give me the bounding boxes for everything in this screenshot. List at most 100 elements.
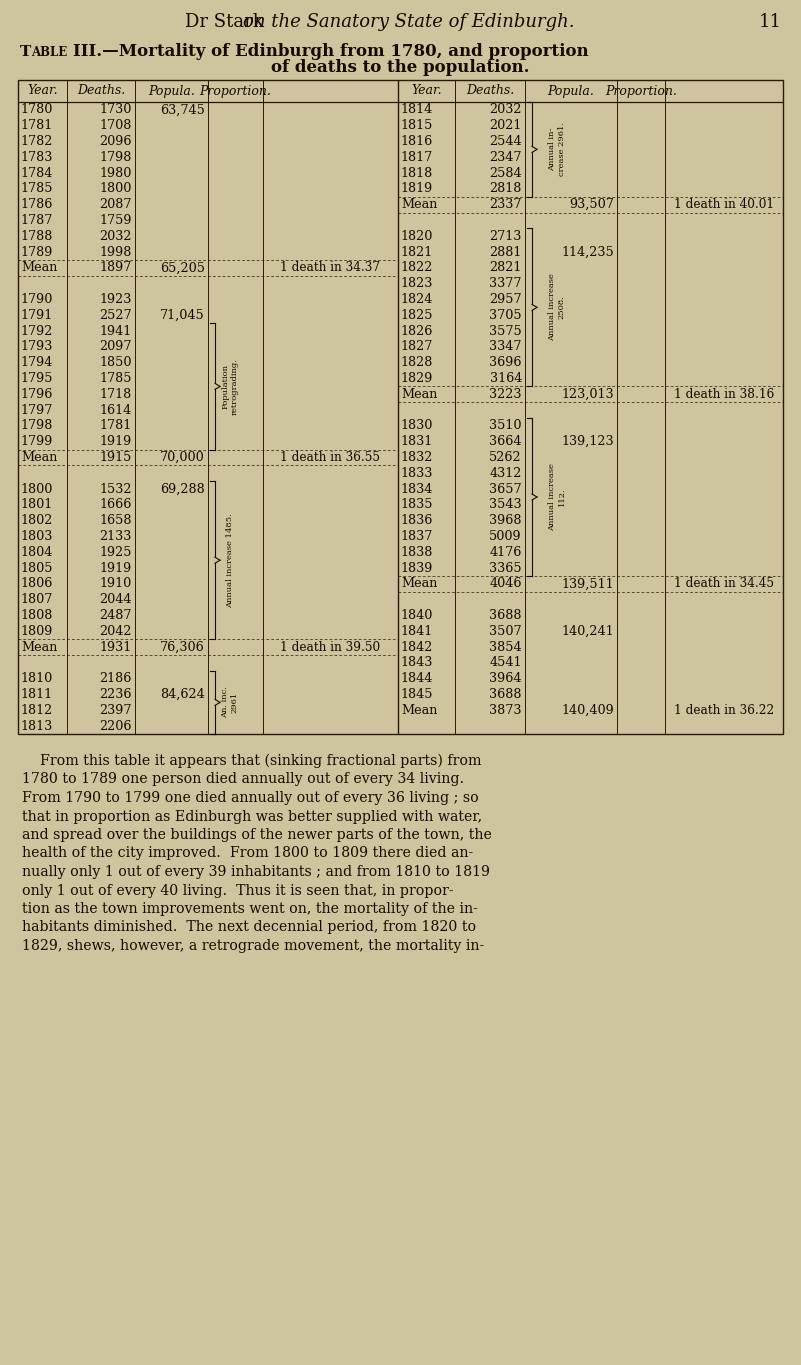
Text: 3575: 3575 (489, 325, 522, 337)
Text: 1838: 1838 (401, 546, 433, 558)
Text: 4176: 4176 (489, 546, 522, 558)
Text: 3510: 3510 (489, 419, 522, 433)
Text: 3543: 3543 (489, 498, 522, 512)
Text: 1814: 1814 (401, 104, 433, 116)
Text: 1798: 1798 (21, 419, 54, 433)
Text: on the Sanatory State of Edinburgh.: on the Sanatory State of Edinburgh. (243, 14, 574, 31)
Text: 1759: 1759 (99, 214, 132, 227)
Text: 2584: 2584 (489, 167, 522, 180)
Text: 1800: 1800 (99, 183, 132, 195)
Text: 1803: 1803 (21, 530, 54, 543)
Text: 2096: 2096 (99, 135, 132, 147)
Text: 1830: 1830 (401, 419, 433, 433)
Text: 1816: 1816 (401, 135, 433, 147)
Text: Mean: Mean (401, 704, 437, 717)
Text: Popula.: Popula. (148, 85, 195, 97)
Text: 2021: 2021 (489, 119, 522, 132)
Text: 1614: 1614 (100, 404, 132, 416)
Text: Annual increase
112.: Annual increase 112. (549, 463, 566, 531)
Text: 11: 11 (759, 14, 782, 31)
Text: tion as the town improvements went on, the mortality of the in-: tion as the town improvements went on, t… (22, 902, 478, 916)
Text: Proportion.: Proportion. (605, 85, 677, 97)
Text: 3657: 3657 (489, 483, 522, 495)
Text: 1812: 1812 (21, 704, 53, 717)
Text: 1829, shews, however, a retrograde movement, the mortality in-: 1829, shews, however, a retrograde movem… (22, 939, 485, 953)
Text: 3377: 3377 (489, 277, 522, 291)
Text: 2487: 2487 (99, 609, 132, 622)
Text: 2032: 2032 (99, 229, 132, 243)
Text: 3854: 3854 (489, 640, 522, 654)
Text: 1919: 1919 (100, 561, 132, 575)
Text: 1822: 1822 (401, 262, 433, 274)
Text: 3688: 3688 (489, 609, 522, 622)
Text: 1789: 1789 (21, 246, 54, 258)
Text: 1925: 1925 (99, 546, 132, 558)
Text: 3347: 3347 (489, 340, 522, 354)
Text: Annual increase 1485.: Annual increase 1485. (226, 513, 234, 607)
Text: 1718: 1718 (100, 388, 132, 401)
Text: 1811: 1811 (21, 688, 53, 702)
Text: 1831: 1831 (401, 435, 433, 448)
Text: 2713: 2713 (489, 229, 522, 243)
Text: 3365: 3365 (489, 561, 522, 575)
Text: 1832: 1832 (401, 450, 433, 464)
Text: 2186: 2186 (99, 672, 132, 685)
Text: An. inc.
2961: An. inc. 2961 (221, 687, 239, 718)
Text: 1809: 1809 (21, 625, 54, 637)
Text: 1910: 1910 (100, 577, 132, 591)
Text: 1805: 1805 (21, 561, 54, 575)
Text: 3705: 3705 (489, 308, 522, 322)
Text: 114,235: 114,235 (562, 246, 614, 258)
Text: 1804: 1804 (21, 546, 54, 558)
Text: 1835: 1835 (401, 498, 433, 512)
Text: 1666: 1666 (99, 498, 132, 512)
Text: Annual in-
crease 2961.: Annual in- crease 2961. (549, 123, 566, 176)
Text: 1980: 1980 (99, 167, 132, 180)
Text: 4312: 4312 (489, 467, 522, 480)
Text: 93,507: 93,507 (570, 198, 614, 212)
Text: 1795: 1795 (21, 373, 54, 385)
Text: 1793: 1793 (21, 340, 54, 354)
Text: 70,000: 70,000 (160, 450, 205, 464)
Text: 3688: 3688 (489, 688, 522, 702)
Text: 2821: 2821 (489, 262, 522, 274)
Text: 1819: 1819 (401, 183, 433, 195)
Text: From 1790 to 1799 one died annually out of every 36 living ; so: From 1790 to 1799 one died annually out … (22, 790, 479, 805)
Text: 1833: 1833 (401, 467, 433, 480)
Text: 1807: 1807 (21, 594, 54, 606)
Text: 1828: 1828 (401, 356, 433, 369)
Text: and spread over the buildings of the newer parts of the town, the: and spread over the buildings of the new… (22, 829, 492, 842)
Text: Mean: Mean (21, 262, 58, 274)
Text: 5009: 5009 (489, 530, 522, 543)
Text: 1810: 1810 (21, 672, 53, 685)
Text: nually only 1 out of every 39 inhabitants ; and from 1810 to 1819: nually only 1 out of every 39 inhabitant… (22, 865, 490, 879)
Text: 1840: 1840 (401, 609, 433, 622)
Text: 139,511: 139,511 (562, 577, 614, 591)
Text: 1786: 1786 (21, 198, 54, 212)
Text: 1919: 1919 (100, 435, 132, 448)
Text: 1730: 1730 (99, 104, 132, 116)
Text: 2957: 2957 (489, 293, 522, 306)
Text: Deaths.: Deaths. (77, 85, 125, 97)
Text: 3223: 3223 (489, 388, 522, 401)
Text: 2087: 2087 (99, 198, 132, 212)
Text: 1836: 1836 (401, 515, 433, 527)
Text: 1839: 1839 (401, 561, 433, 575)
Text: 3696: 3696 (489, 356, 522, 369)
Text: 3873: 3873 (489, 704, 522, 717)
Text: 1 death in 40.01: 1 death in 40.01 (674, 198, 774, 212)
Text: 1532: 1532 (99, 483, 132, 495)
Text: Annual increase
2508.: Annual increase 2508. (549, 273, 566, 341)
Text: 2032: 2032 (489, 104, 522, 116)
Text: 1823: 1823 (401, 277, 433, 291)
Text: 1897: 1897 (99, 262, 132, 274)
Text: 1915: 1915 (99, 450, 132, 464)
Text: 1780: 1780 (21, 104, 54, 116)
Text: 1998: 1998 (99, 246, 132, 258)
Text: 1841: 1841 (401, 625, 433, 637)
Text: 1821: 1821 (401, 246, 433, 258)
Text: Mean: Mean (401, 577, 437, 591)
Text: of deaths to the population.: of deaths to the population. (271, 60, 529, 76)
Text: 1820: 1820 (401, 229, 433, 243)
Text: 1850: 1850 (99, 356, 132, 369)
